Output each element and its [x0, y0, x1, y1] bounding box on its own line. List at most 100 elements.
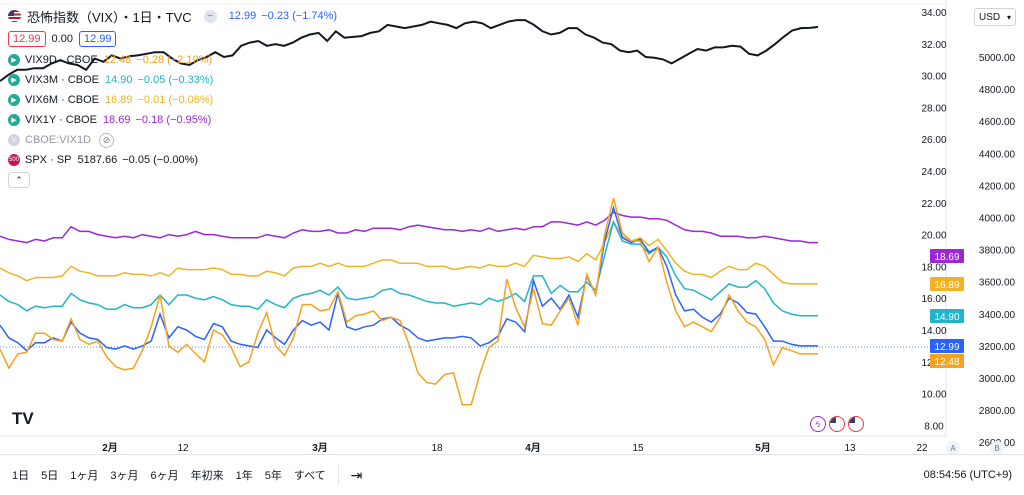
currency-select[interactable]: USD ▾: [974, 8, 1016, 26]
auto-scale-button[interactable]: A: [946, 441, 960, 455]
x-tick-label: 5月: [755, 442, 771, 454]
symbol-title: 恐怖指数（VIX）・1日・TVC: [27, 9, 192, 25]
legend-series-row[interactable]: ▶ VIX3M · CBOE 14.90 −0.05 (−0.33%): [8, 70, 337, 90]
calendar-goto-icon[interactable]: ⇥: [350, 466, 363, 483]
us-flag-event-icon[interactable]: [848, 416, 864, 432]
series-value: 14.90: [104, 74, 133, 86]
series-change: −0.18 (−0.95%): [135, 114, 212, 126]
green-arrow-icon: ▶: [8, 114, 20, 126]
x-tick-label: 22: [916, 443, 928, 454]
main-price: 12.99: [228, 10, 257, 22]
series-line: [0, 211, 818, 244]
bottom-toolbar: 1日 5日 1ヶ月 3ヶ月 6ヶ月 年初来 1年 5年 すべて ⇥ 08:54:…: [0, 454, 1024, 495]
time-scale: 2月 12 3月 18 4月 15 5月 13 22: [102, 442, 928, 454]
price-tag: [930, 339, 964, 353]
range-1d[interactable]: 1日: [12, 470, 30, 482]
chart-area[interactable]: 34.00 32.00 30.00 28.00 26.00 24.00 22.00 20.00…: [0, 0, 1024, 455]
event-markers: ϟ: [810, 416, 864, 432]
us-flag-event-icon[interactable]: [829, 416, 845, 432]
series-layer: [0, 19, 819, 406]
range-6m[interactable]: 6ヶ月: [150, 470, 179, 482]
quote-row: 12.99 0.00 12.99: [8, 28, 337, 50]
legend-spx-row[interactable]: 500 SPX · SP 5187.66 −0.05 (−0.00%): [8, 150, 337, 170]
left-tick-label: 18.00: [921, 262, 946, 273]
legend-series-row[interactable]: ▶ VIX6M · CBOE 16.89 −0.01 (−0.06%): [8, 90, 337, 110]
legend-collapse-row: ⌃: [8, 170, 337, 190]
us-flag-icon: [8, 10, 21, 22]
range-5d[interactable]: 5日: [41, 470, 59, 482]
series-name: VIX9D · CBOE: [25, 54, 98, 66]
right-tick-label: 2800.00: [979, 406, 1016, 417]
left-tick-label: 14.00: [921, 326, 946, 337]
range-5y[interactable]: 5年: [264, 470, 282, 482]
series-change: −0.05 (−0.33%): [137, 74, 214, 86]
price-tag: [930, 309, 964, 323]
main-change: −0.23 (−1.74%): [261, 10, 338, 22]
bid-box[interactable]: 12.99: [8, 31, 46, 47]
range-1y[interactable]: 1年: [235, 470, 253, 482]
left-tick-label: 20.00: [921, 231, 946, 242]
price-tag-label: 18.69: [934, 252, 959, 263]
legend-hidden-row[interactable]: V CBOE:VIX1D ⊘: [8, 130, 337, 150]
left-tick-label: 8.00: [924, 421, 944, 432]
series-line: [0, 19, 819, 82]
lightning-icon[interactable]: ϟ: [810, 416, 826, 432]
series-value: 16.89: [104, 94, 133, 106]
series-name: VIX3M · CBOE: [25, 74, 99, 86]
left-tick-label: 10.00: [921, 390, 946, 401]
ask-box[interactable]: 12.99: [78, 31, 117, 47]
legend-series-list: ▶ VIX9D · CBOE 12.48 −0.28 (−2.19%) ▶ VIX3M ·…: [8, 50, 337, 130]
range-1m[interactable]: 1ヶ月: [70, 470, 99, 482]
collapse-legend-button[interactable]: ⌃: [8, 172, 30, 188]
right-tick-label: 3800.00: [979, 246, 1016, 257]
right-tick-label: 4600.00: [979, 117, 1016, 128]
left-tick-label: 24.00: [921, 167, 946, 178]
right-tick-label: 3200.00: [979, 342, 1016, 353]
x-tick-label: 18: [431, 443, 443, 454]
spx-value: 5187.66: [77, 154, 118, 166]
green-arrow-icon: ▶: [8, 54, 20, 66]
left-tick-label: 16.00: [921, 294, 946, 305]
price-tag-label: 12.99: [934, 342, 959, 353]
series-value: 18.69: [102, 114, 131, 126]
range-ytd[interactable]: 年初来: [190, 470, 224, 482]
series-value: 12.48: [103, 54, 132, 66]
series-name: VIX1Y · CBOE: [25, 114, 97, 126]
left-tick-label: 32.00: [921, 40, 946, 51]
x-tick-label: 13: [844, 443, 856, 454]
green-arrow-icon: ▶: [8, 74, 20, 86]
right-tick-label: 3400.00: [979, 310, 1016, 321]
currency-label: USD: [979, 11, 1001, 23]
x-tick-label: 15: [632, 443, 644, 454]
spx-change: −0.05 (−0.00%): [122, 154, 199, 166]
spx-name: SPX · SP: [25, 154, 72, 166]
series-name: VIX6M · CBOE: [25, 94, 99, 106]
series-line: [0, 220, 818, 285]
x-tick-label: 4月: [525, 442, 541, 454]
series-line: [0, 204, 818, 352]
price-tags: 18.69 16.89 14.90 12.99 12.48: [930, 249, 964, 368]
legend-series-row[interactable]: ▶ VIX1Y · CBOE 18.69 −0.18 (−0.95%): [8, 110, 337, 130]
minus-icon[interactable]: −: [203, 9, 217, 23]
auto-scale-right-button[interactable]: B: [990, 441, 1004, 455]
right-tick-label: 4400.00: [979, 149, 1016, 160]
left-price-scale: 34.00 32.00 30.00 28.00 26.00 24.00 22.00 20.00…: [921, 8, 946, 432]
price-tag-label: 16.89: [934, 280, 959, 291]
price-tag: [930, 277, 964, 291]
chevron-down-icon: ▾: [1006, 12, 1011, 22]
series-line: [0, 219, 818, 317]
eye-hidden-icon[interactable]: ⊘: [99, 132, 115, 148]
legend-series-row[interactable]: ▶ VIX9D · CBOE 12.48 −0.28 (−2.19%): [8, 50, 337, 70]
left-tick-label: 34.00: [921, 8, 946, 19]
main-symbol-row[interactable]: 恐怖指数（VIX）・1日・TVC − 12.99 −0.23 (−1.74%): [8, 6, 337, 26]
range-3m[interactable]: 3ヶ月: [110, 470, 139, 482]
series-change: −0.28 (−2.19%): [136, 54, 213, 66]
left-tick-label: 26.00: [921, 135, 946, 146]
price-tag-label: 12.48: [934, 357, 959, 368]
x-tick-label: 3月: [312, 442, 328, 454]
range-all[interactable]: すべて: [293, 470, 326, 482]
clock-time[interactable]: 08:54:56 (UTC+9): [923, 469, 1012, 481]
left-tick-label: 30.00: [921, 72, 946, 83]
x-tick-label: 12: [177, 443, 189, 454]
right-tick-label: 4200.00: [979, 181, 1016, 192]
